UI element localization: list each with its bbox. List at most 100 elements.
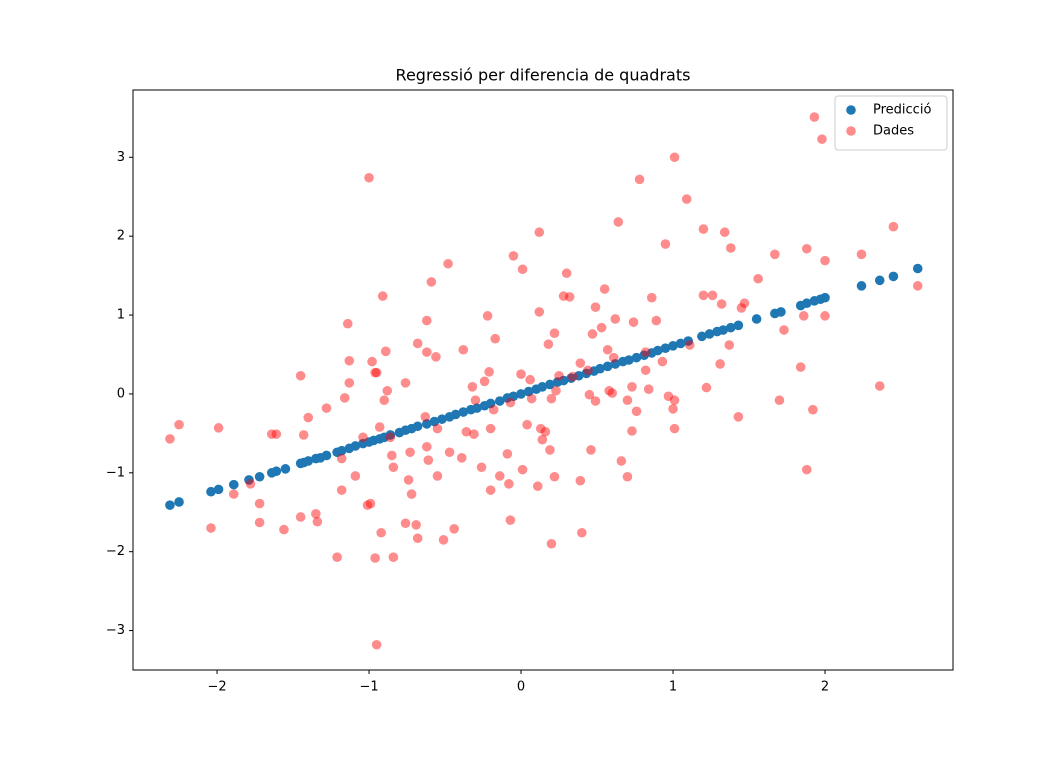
point <box>604 385 614 396</box>
point <box>254 498 265 509</box>
point <box>321 450 332 461</box>
legend-box <box>834 95 948 151</box>
legend-label: Dades <box>873 124 914 139</box>
point <box>599 284 610 294</box>
point <box>280 464 291 474</box>
point <box>631 352 642 363</box>
point <box>798 311 809 321</box>
point <box>586 445 596 455</box>
point <box>336 453 347 464</box>
point <box>522 419 532 430</box>
point <box>367 356 377 367</box>
point <box>596 322 607 333</box>
point <box>561 268 572 279</box>
point <box>549 471 560 482</box>
point <box>266 429 277 439</box>
point <box>377 291 388 301</box>
point <box>651 315 662 326</box>
point <box>431 352 441 362</box>
point <box>683 336 694 346</box>
point <box>228 489 239 499</box>
point <box>707 290 718 301</box>
point <box>669 395 680 406</box>
point <box>643 384 654 394</box>
point <box>449 524 459 534</box>
point <box>634 174 645 185</box>
point <box>379 395 390 406</box>
plot-frame <box>132 89 954 671</box>
point <box>698 290 709 301</box>
point <box>751 314 762 324</box>
point <box>684 340 695 350</box>
point <box>502 449 513 459</box>
point <box>622 395 633 406</box>
legend-marker <box>846 126 856 136</box>
point <box>213 423 224 433</box>
point <box>564 292 575 302</box>
point <box>888 221 899 232</box>
point <box>526 393 537 404</box>
point <box>608 352 619 363</box>
point <box>607 388 618 398</box>
point <box>339 393 350 403</box>
point <box>488 404 499 415</box>
point <box>382 385 393 396</box>
point <box>472 403 482 413</box>
point <box>681 194 692 204</box>
point <box>350 441 361 451</box>
point <box>213 484 224 495</box>
point <box>736 303 747 313</box>
point <box>733 320 744 331</box>
point <box>467 382 478 392</box>
point <box>437 414 447 424</box>
point <box>295 512 306 522</box>
point <box>523 386 534 397</box>
point <box>739 298 750 309</box>
y-tick-label: −1 <box>106 465 125 480</box>
x-tick-label: −2 <box>207 680 226 695</box>
point <box>336 445 347 456</box>
point <box>575 358 586 368</box>
point <box>719 227 730 238</box>
point <box>370 553 380 563</box>
point <box>820 292 830 303</box>
point <box>581 368 592 379</box>
point <box>508 391 519 402</box>
point <box>856 249 867 260</box>
point <box>653 345 663 356</box>
point <box>388 462 399 473</box>
point <box>411 520 421 530</box>
point <box>422 441 432 452</box>
point <box>429 416 440 427</box>
point <box>432 471 443 481</box>
point <box>364 172 374 183</box>
point <box>165 500 175 510</box>
point <box>595 363 605 374</box>
point <box>627 426 637 436</box>
point <box>774 395 785 406</box>
point <box>385 430 396 440</box>
point <box>374 422 385 432</box>
point <box>438 535 449 545</box>
point <box>332 552 342 563</box>
point <box>613 217 624 227</box>
point <box>697 331 707 342</box>
y-tick-label: 3 <box>117 150 125 165</box>
point <box>558 291 569 301</box>
point <box>387 450 397 461</box>
point <box>639 350 649 361</box>
point <box>545 445 555 455</box>
point <box>458 407 469 417</box>
point <box>540 426 551 437</box>
point <box>573 370 584 381</box>
point <box>801 464 812 475</box>
point <box>770 249 780 260</box>
x-tick-label: 0 <box>517 680 525 695</box>
point <box>405 447 415 458</box>
point <box>724 340 735 350</box>
point <box>485 485 496 495</box>
point <box>912 281 923 291</box>
point <box>874 381 885 391</box>
